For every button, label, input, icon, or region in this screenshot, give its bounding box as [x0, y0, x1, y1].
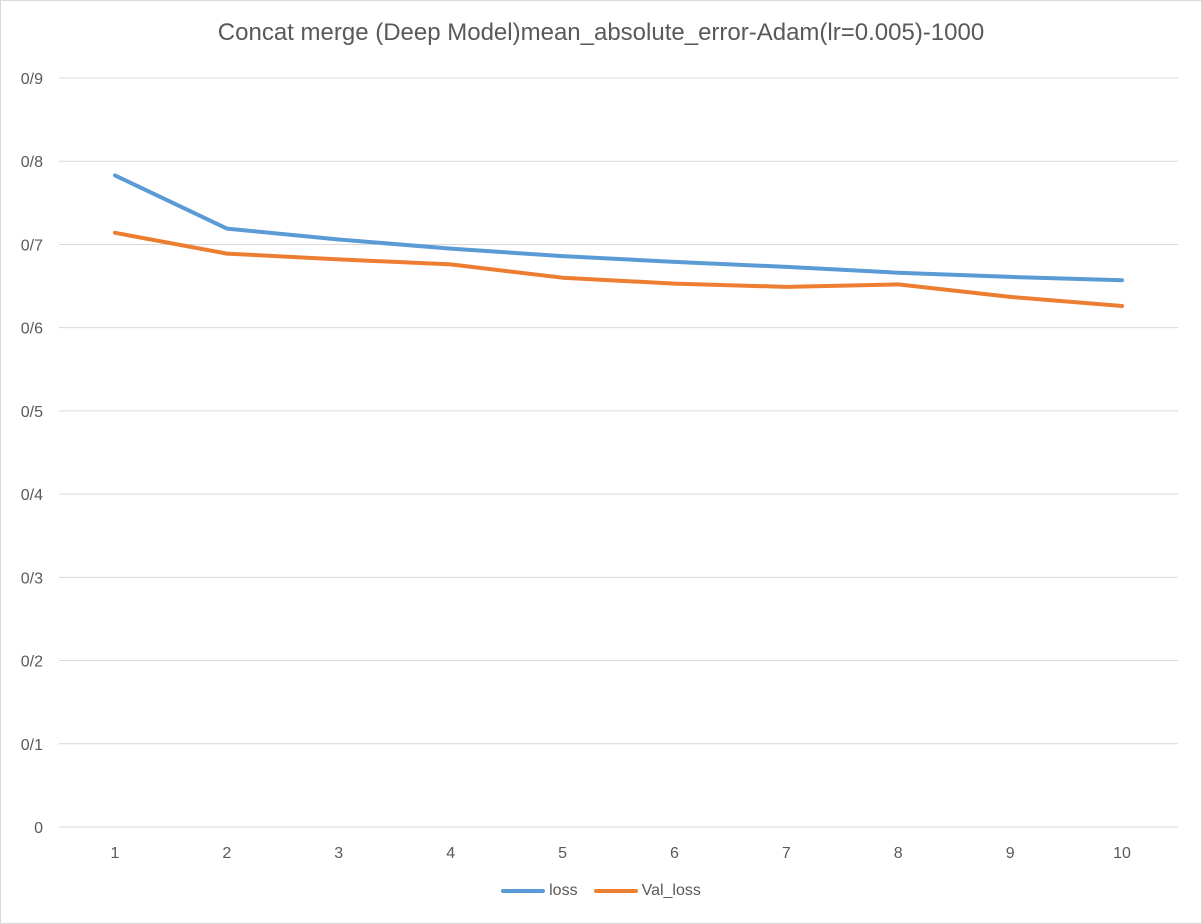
chart-title: Concat merge (Deep Model)mean_absolute_e… [217, 19, 985, 46]
x-tick-label: 1 [110, 845, 119, 862]
y-tick-label: 0/7 [21, 237, 43, 254]
series-line-val-loss [113, 230, 1124, 308]
x-tick-label: 5 [558, 845, 567, 862]
x-tick-label: 2 [222, 845, 231, 862]
x-tick-label: 9 [1006, 845, 1015, 862]
y-tick-label: 0/2 [21, 654, 43, 671]
x-tick-label: 6 [670, 845, 679, 862]
y-tick-label: 0/9 [21, 71, 43, 88]
y-tick-label: 0/3 [21, 570, 43, 587]
series-line-loss [113, 173, 1124, 283]
legend-swatch-loss [501, 889, 546, 893]
y-tick-label: 0/5 [21, 404, 43, 421]
legend-swatch-val-loss [593, 889, 638, 893]
x-tick-label: 3 [334, 845, 343, 862]
y-tick-label: 0/4 [21, 487, 43, 504]
legend: loss Val_loss [1, 882, 1201, 900]
y-tick-label: 0/8 [21, 154, 43, 171]
y-tick-label: 0/1 [21, 737, 43, 754]
y-tick-label: 0/6 [21, 321, 43, 338]
x-tick-label: 10 [1113, 845, 1131, 862]
legend-item-loss: loss [501, 882, 578, 900]
legend-item-val-loss: Val_loss [593, 882, 701, 900]
legend-label-val-loss: Val_loss [641, 882, 701, 899]
x-tick-label: 4 [446, 845, 455, 862]
y-tick-label: 0 [34, 820, 43, 837]
x-tick-label: 7 [782, 845, 791, 862]
legend-label-loss: loss [549, 882, 578, 899]
x-tick-label: 8 [894, 845, 903, 862]
